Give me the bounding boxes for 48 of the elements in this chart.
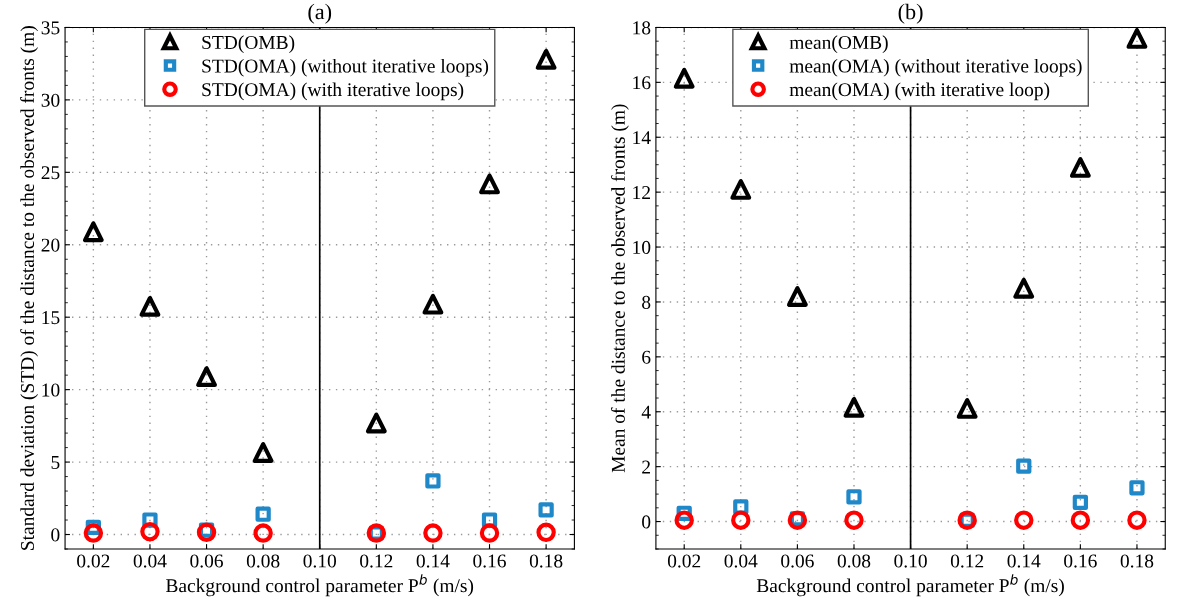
y-tick-label: 8: [642, 295, 651, 309]
y-tick-label: 16: [633, 76, 651, 90]
x-tick-label: 0.10: [894, 554, 927, 568]
legend-label: mean(OMA) (without iterative loops): [789, 58, 1082, 77]
legend-label: mean(OMB): [789, 35, 888, 53]
chart-title: (a): [308, 3, 332, 24]
x-tick-label: 0.08: [837, 554, 871, 568]
x-tick-label: 0.06: [190, 554, 223, 568]
x-tick-label: 0.04: [724, 554, 758, 568]
y-tick-label: 6: [642, 350, 651, 364]
y-tick-label: 14: [633, 131, 651, 144]
y-tick-label: 18: [633, 21, 651, 35]
y-tick-label: 0: [51, 528, 60, 542]
y-tick-label: 20: [41, 238, 60, 252]
legend-label: STD(OMB): [202, 35, 295, 53]
legend-label: STD(OMA) (without iterative loops): [202, 58, 489, 77]
x-tick-label: 0.14: [416, 554, 450, 568]
x-tick-label: 0.06: [781, 554, 814, 568]
y-tick-label: 15: [42, 311, 60, 325]
y-tick-label: 35: [41, 21, 60, 35]
x-tick-label: 0.04: [133, 554, 167, 568]
x-tick-label: 0.16: [473, 554, 506, 568]
y-axis-title: Mean of the distance to the observed fronts (m): [610, 104, 629, 473]
y-tick-label: 10: [633, 240, 651, 254]
x-tick-label: 0.02: [77, 554, 110, 568]
y-tick-label: 0: [642, 515, 651, 529]
legend-label: mean(OMA) (with iterative loop): [789, 82, 1050, 101]
x-tick-label: 0.02: [667, 554, 701, 568]
x-tick-label: 0.18: [1120, 554, 1154, 568]
y-tick-label: 30: [41, 93, 60, 107]
y-tick-label: 2: [642, 460, 650, 474]
x-tick-label: 0.18: [529, 554, 563, 568]
y-tick-label: 10: [42, 383, 60, 397]
y-tick-label: 12: [633, 186, 650, 199]
x-tick-label: 0.12: [950, 554, 984, 568]
chart-title: (b): [898, 3, 923, 24]
x-tick-label: 0.16: [1064, 554, 1097, 568]
x-tick-label: 0.12: [360, 554, 393, 568]
y-axis-title: Standard deviation (STD) of the distance to the observed fronts (m): [20, 26, 38, 550]
x-tick-label: 0.14: [1007, 554, 1041, 568]
x-axis-title: Background control parameter P$^{b}$ (m/s): [756, 574, 1064, 597]
legend-label: STD(OMA) (with iterative loops): [202, 82, 464, 101]
x-axis-title: Background control parameter P$^{b}$ (m/s): [166, 574, 474, 597]
x-tick-label: 0.08: [246, 554, 280, 568]
y-tick-label: 4: [641, 405, 651, 419]
x-tick-label: 0.10: [303, 554, 337, 568]
y-tick-label: 25: [41, 166, 60, 180]
y-tick-label: 5: [51, 456, 60, 470]
